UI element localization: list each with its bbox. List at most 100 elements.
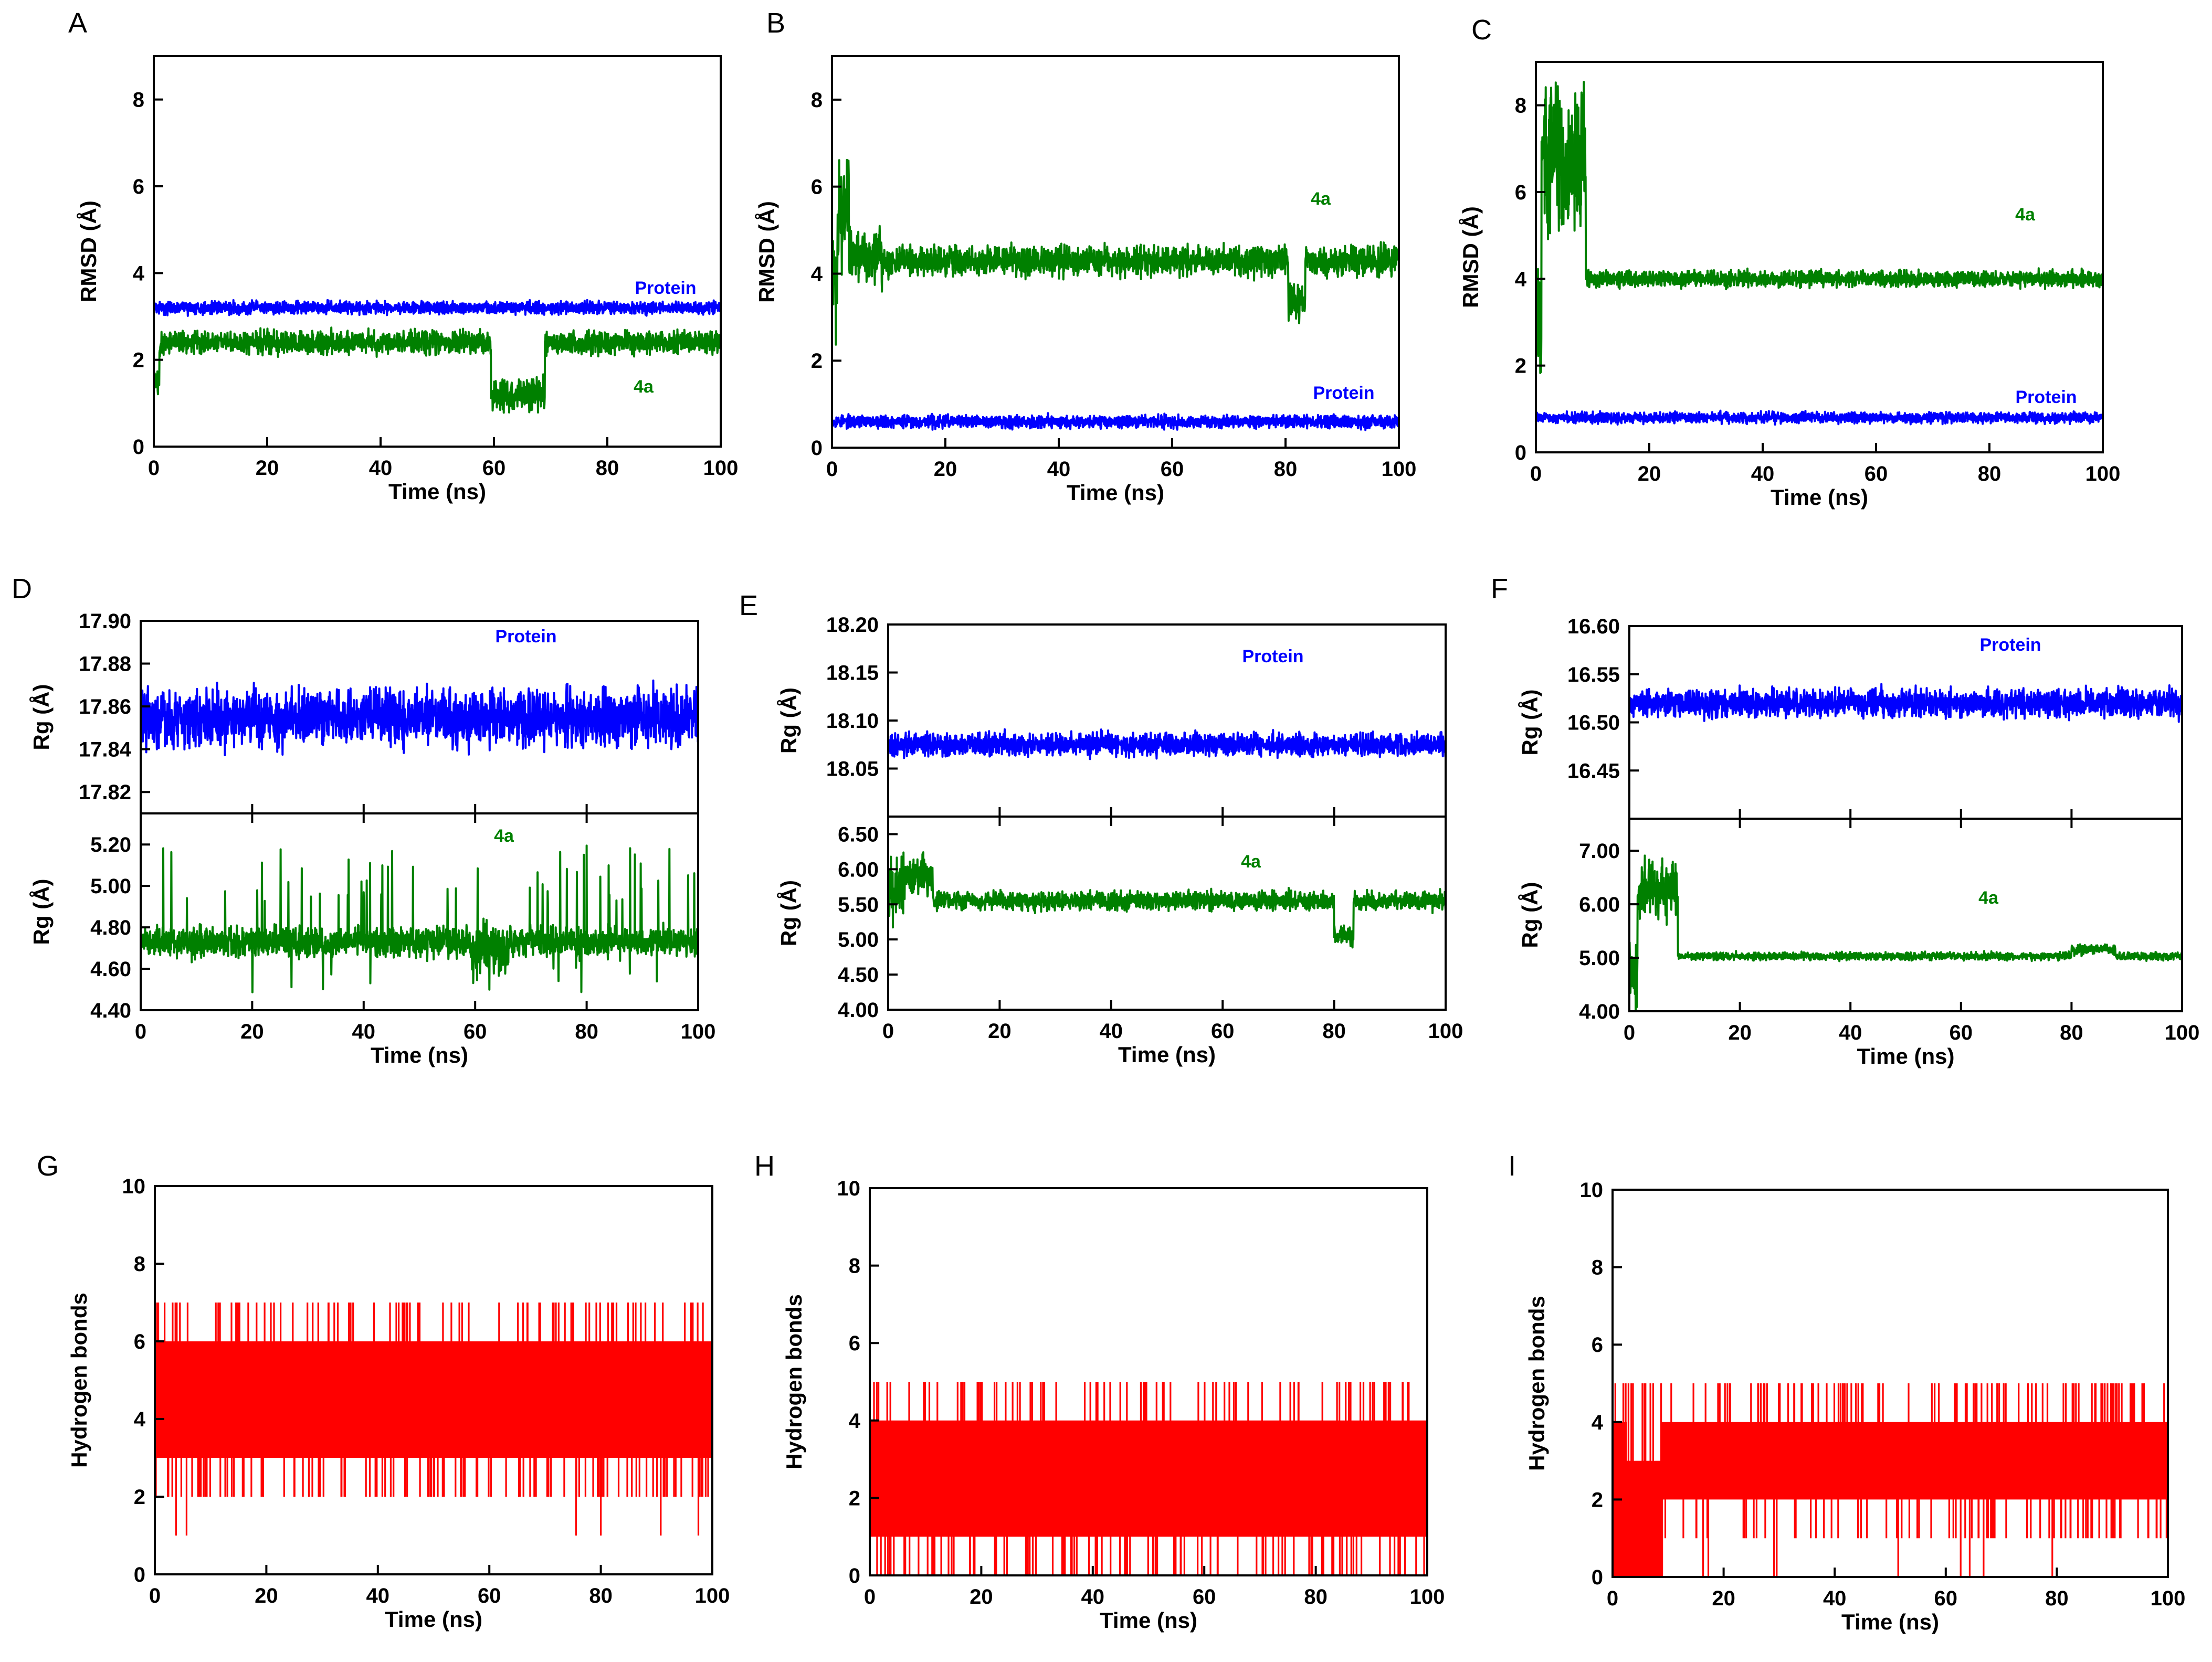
series-label-protein: Protein: [1979, 635, 2041, 655]
series-label-4a: 4a: [1241, 852, 1261, 872]
x-tick-label: 60: [1950, 1021, 1973, 1044]
x-tick-label: 60: [482, 457, 506, 480]
series-label-protein: Protein: [1242, 647, 1303, 666]
series-label-4a: 4a: [1311, 189, 1331, 209]
x-tick-label: 0: [149, 1584, 161, 1607]
y-tick-label: 5.00: [838, 928, 879, 951]
y-tick-label: 4: [811, 262, 823, 285]
x-tick-label: 100: [681, 1020, 716, 1043]
y-tick-label: 2: [1515, 355, 1526, 378]
x-tick-label: 20: [256, 457, 279, 480]
y-tick-label: 17.88: [79, 653, 131, 676]
series-trace-hydrogen-bonds: [1611, 1383, 2169, 1577]
y-tick-label: 2: [1592, 1488, 1603, 1511]
x-tick-label: 20: [970, 1585, 993, 1608]
panel-letter: A: [68, 7, 87, 39]
y-tick-label: 4: [849, 1410, 861, 1433]
y-tick-label: 17.82: [79, 781, 131, 804]
y-tick-label: 4.60: [90, 958, 131, 981]
y-tick-label: 4.00: [1579, 1000, 1620, 1023]
x-tick-label: 40: [352, 1020, 376, 1043]
x-tick-label: 40: [1081, 1585, 1105, 1608]
x-tick-label: 0: [1607, 1587, 1618, 1610]
y-axis-title: Hydrogen bonds: [67, 1293, 91, 1468]
x-tick-label: 20: [1712, 1587, 1735, 1610]
panel-letter: B: [766, 7, 785, 39]
x-tick-label: 100: [2165, 1021, 2200, 1044]
y-tick-label: 4.80: [90, 916, 131, 939]
panel-letter: E: [739, 590, 758, 621]
y-tick-label: 6.00: [1579, 893, 1620, 916]
x-tick-label: 0: [1624, 1021, 1635, 1044]
y-tick-label: 18.15: [826, 662, 879, 685]
series-trace-protein: [831, 412, 1400, 431]
series-label-4a: 4a: [1978, 888, 1999, 908]
panel-letter: F: [1491, 573, 1508, 605]
x-axis-title: Time (ns): [1100, 1608, 1197, 1633]
y-tick-label: 0: [133, 436, 144, 459]
plot-frame: [869, 1187, 1428, 1576]
x-tick-label: 20: [988, 1020, 1012, 1043]
x-tick-label: 20: [1638, 462, 1661, 485]
series-trace-protein: [1535, 409, 2104, 426]
x-tick-label: 80: [2045, 1587, 2069, 1610]
x-tick-label: 0: [864, 1585, 876, 1608]
x-tick-label: 40: [366, 1584, 390, 1607]
x-tick-label: 100: [2085, 462, 2121, 485]
series-trace-hydrogen-bonds: [154, 1303, 713, 1536]
series-trace-protein: [887, 728, 1447, 760]
x-tick-label: 0: [826, 458, 838, 481]
y-axis-title: RMSD (Å): [76, 200, 101, 302]
y-tick-label: 4: [1592, 1411, 1604, 1434]
x-axis-title: Time (ns): [1771, 485, 1868, 510]
chart-panel-d: D 17.82 17.84 17.86 17.88 17.90 4.40 4.60 4.80 5.…: [12, 573, 715, 1067]
x-tick-label: 100: [703, 457, 739, 480]
series-label-protein: Protein: [1313, 383, 1374, 403]
x-axis-title: Time (ns): [1857, 1044, 1955, 1068]
x-tick-label: 40: [1047, 458, 1071, 481]
y-tick-label: 0: [849, 1564, 860, 1587]
series-trace-4a: [153, 326, 722, 414]
y-axis-title: Hydrogen bonds: [782, 1294, 806, 1469]
chart-panel-e: E 18.05 18.10 18.15 18.20 4.00 4.50 5.00 5.50 6.0…: [739, 590, 1463, 1067]
y-tick-label: 6: [133, 175, 144, 198]
x-tick-label: 40: [1839, 1021, 1862, 1044]
x-tick-label: 100: [1410, 1585, 1445, 1608]
x-tick-label: 60: [1934, 1587, 1958, 1610]
y-tick-label: 2: [811, 350, 823, 373]
x-tick-label: 60: [1161, 458, 1184, 481]
series-trace-protein: [153, 299, 722, 317]
x-axis-title: Time (ns): [385, 1607, 482, 1632]
x-tick-label: 60: [464, 1020, 487, 1043]
y-tick-label: 10: [1580, 1179, 1604, 1202]
y-tick-label: 4: [134, 1408, 146, 1431]
series-label-protein: Protein: [635, 278, 696, 298]
x-tick-label: 80: [1274, 458, 1298, 481]
y-tick-label: 0: [811, 437, 823, 460]
y-tick-label: 17.90: [79, 610, 131, 633]
x-tick-label: 100: [1428, 1020, 1463, 1043]
x-tick-label: 0: [882, 1020, 894, 1043]
x-tick-label: 20: [1728, 1021, 1752, 1044]
panel-letter: I: [1508, 1150, 1516, 1182]
series-trace-4a: [1535, 81, 2104, 374]
y-tick-label: 0: [134, 1563, 145, 1586]
y-tick-label: 6: [134, 1330, 145, 1353]
y-tick-label: 8: [811, 89, 823, 112]
x-tick-label: 0: [1530, 462, 1542, 485]
y-tick-label: 5.50: [838, 893, 879, 916]
y-tick-label: 18.10: [826, 710, 879, 733]
x-axis-title: Time (ns): [1067, 480, 1164, 505]
y-tick-label: 16.45: [1567, 759, 1620, 782]
y-tick-label: 8: [134, 1253, 145, 1276]
x-axis-title: Time (ns): [1841, 1610, 1939, 1634]
series-label-protein: Protein: [2015, 387, 2077, 407]
plot-frame: [1535, 61, 2104, 453]
x-tick-label: 100: [1382, 458, 1417, 481]
